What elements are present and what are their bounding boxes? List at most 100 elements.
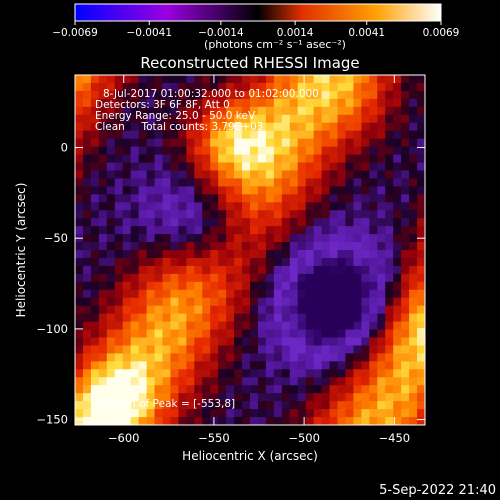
heatmap-cell: [274, 242, 283, 251]
heatmap-cell: [345, 242, 354, 251]
heatmap-cell: [131, 170, 140, 179]
heatmap-cell: [393, 147, 402, 156]
heatmap-cell: [194, 330, 203, 339]
heatmap-cell: [361, 385, 370, 394]
heatmap-cell: [385, 298, 394, 307]
heatmap-cell: [91, 226, 100, 235]
heatmap-cell: [155, 75, 164, 84]
heatmap-cell: [194, 314, 203, 323]
heatmap-cell: [250, 163, 259, 172]
heatmap-cell: [330, 218, 339, 227]
heatmap-cell: [131, 258, 140, 267]
heatmap-cell: [306, 314, 315, 323]
heatmap-cell: [274, 314, 283, 323]
heatmap-cell: [83, 131, 92, 140]
heatmap-cell: [75, 115, 84, 124]
heatmap-cell: [369, 218, 378, 227]
heatmap-cell: [170, 345, 179, 354]
heatmap-cell: [258, 417, 267, 426]
heatmap-cell: [361, 298, 370, 307]
heatmap-cell: [377, 107, 386, 116]
heatmap-cell: [218, 155, 227, 164]
heatmap-cell: [210, 202, 219, 211]
heatmap-cell: [322, 298, 331, 307]
heatmap-cell: [226, 155, 235, 164]
heatmap-cell: [377, 322, 386, 331]
heatmap-cell: [99, 353, 108, 362]
heatmap-cell: [107, 345, 116, 354]
heatmap-cell: [250, 385, 259, 394]
heatmap-cell: [266, 234, 275, 243]
heatmap-cell: [330, 258, 339, 267]
heatmap-cell: [210, 147, 219, 156]
heatmap-cell: [123, 194, 132, 203]
heatmap-cell: [83, 242, 92, 251]
heatmap-cell: [345, 234, 354, 243]
heatmap-cell: [361, 377, 370, 386]
heatmap-cell: [170, 338, 179, 347]
heatmap-cell: [155, 202, 164, 211]
heatmap-cell: [417, 385, 426, 394]
heatmap-cell: [170, 178, 179, 187]
heatmap-cell: [330, 242, 339, 251]
heatmap-cell: [274, 115, 283, 124]
heatmap-cell: [250, 226, 259, 235]
heatmap-cell: [393, 139, 402, 148]
heatmap-cell: [282, 226, 291, 235]
heatmap-cell: [361, 393, 370, 402]
heatmap-cell: [234, 242, 243, 251]
heatmap-cell: [290, 99, 299, 108]
heatmap-cell: [353, 131, 362, 140]
heatmap-cell: [186, 75, 195, 84]
heatmap-cell: [282, 369, 291, 378]
heatmap-cell: [99, 75, 108, 84]
heatmap-cell: [314, 266, 323, 275]
heatmap-cell: [345, 147, 354, 156]
heatmap-cell: [155, 147, 164, 156]
heatmap-cell: [115, 226, 124, 235]
heatmap-cell: [226, 178, 235, 187]
heatmap-cell: [218, 242, 227, 251]
heatmap-cell: [155, 139, 164, 148]
heatmap-cell: [377, 115, 386, 124]
heatmap-cell: [99, 409, 108, 418]
heatmap-cell: [131, 155, 140, 164]
heatmap-cell: [242, 258, 251, 267]
heatmap-cell: [115, 306, 124, 315]
heatmap-cell: [330, 115, 339, 124]
heatmap-cell: [194, 178, 203, 187]
heatmap-cell: [242, 361, 251, 370]
heatmap-cell: [170, 218, 179, 227]
heatmap-cell: [361, 107, 370, 116]
heatmap-cell: [409, 377, 418, 386]
heatmap-cell: [242, 345, 251, 354]
heatmap-cell: [258, 242, 267, 251]
heatmap-cell: [155, 274, 164, 283]
heatmap-cell: [369, 385, 378, 394]
heatmap-cell: [290, 330, 299, 339]
heatmap-cell: [234, 314, 243, 323]
heatmap-cell: [393, 306, 402, 315]
heatmap-cell: [274, 99, 283, 108]
heatmap-cell: [210, 369, 219, 378]
heatmap-cell: [234, 345, 243, 354]
heatmap-cell: [218, 353, 227, 362]
heatmap-cell: [226, 242, 235, 251]
heatmap-cell: [377, 353, 386, 362]
heatmap-cell: [417, 361, 426, 370]
heatmap-cell: [218, 186, 227, 195]
heatmap-cell: [131, 306, 140, 315]
heatmap-cell: [131, 298, 140, 307]
heatmap-cell: [274, 155, 283, 164]
heatmap-cell: [258, 330, 267, 339]
heatmap-cell: [139, 234, 148, 243]
heatmap-cell: [338, 258, 347, 267]
heatmap-cell: [393, 115, 402, 124]
heatmap-cell: [210, 178, 219, 187]
colorbar: [75, 4, 441, 21]
heatmap-cell: [369, 91, 378, 100]
heatmap-cell: [322, 186, 331, 195]
heatmap-cell: [266, 322, 275, 331]
heatmap-cell: [250, 417, 259, 426]
heatmap-cell: [163, 234, 172, 243]
